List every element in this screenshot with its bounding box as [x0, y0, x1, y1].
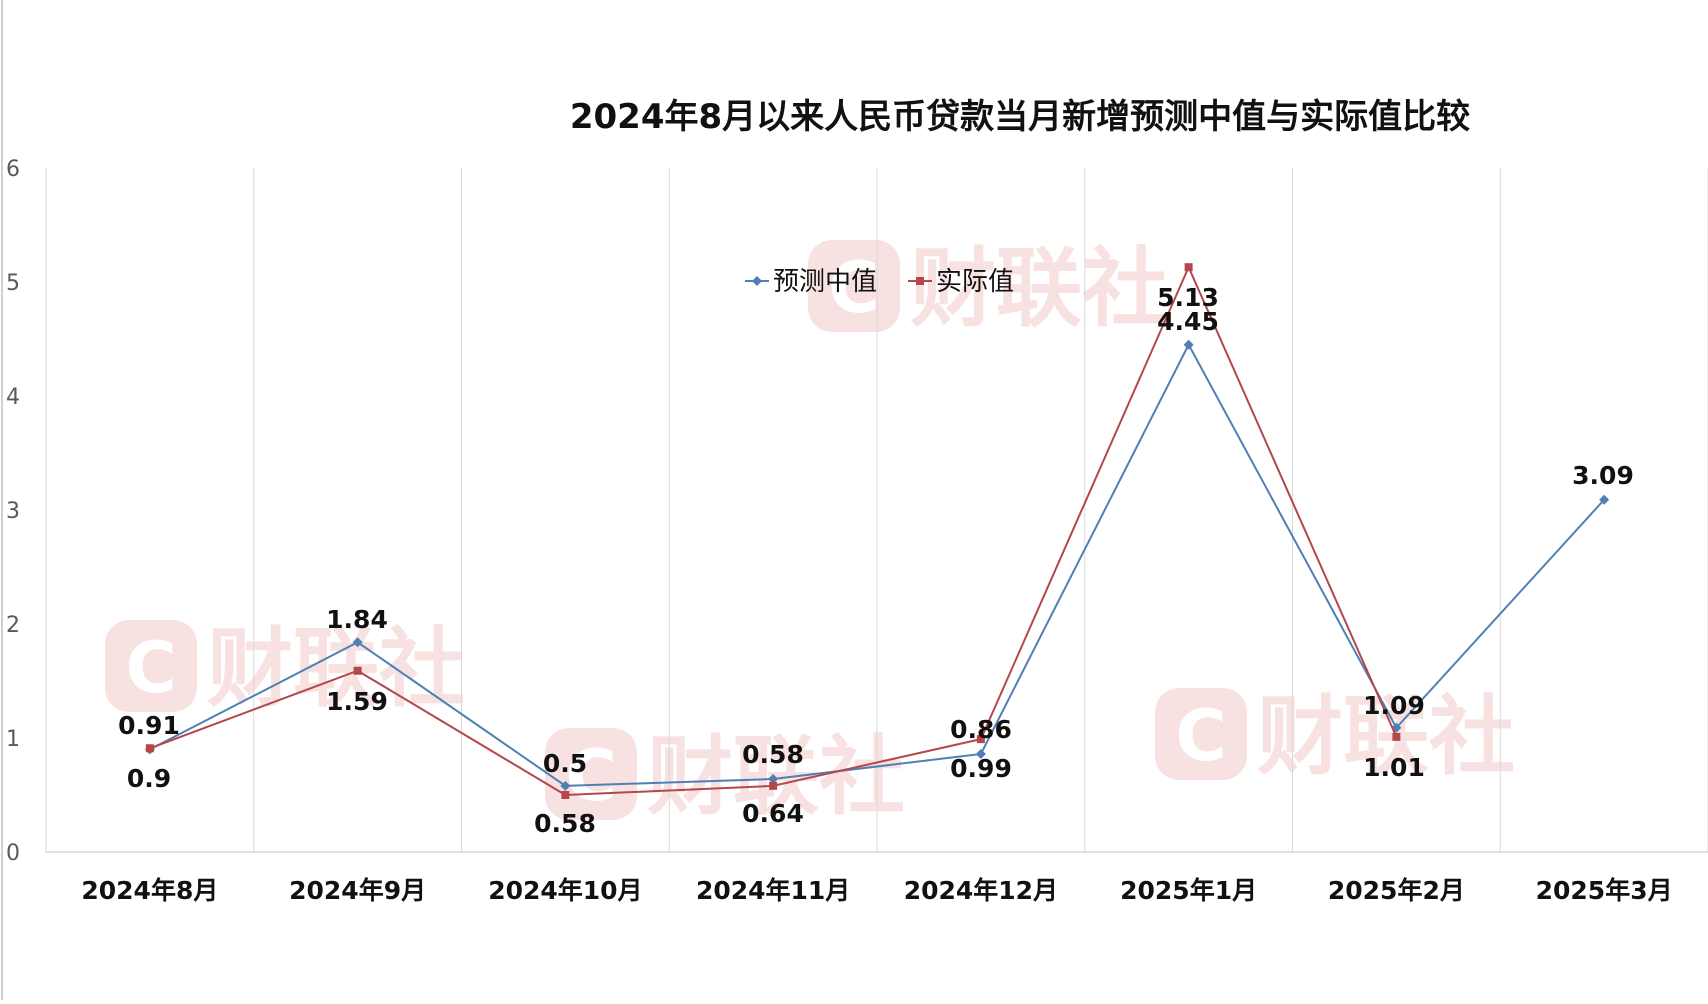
- svg-text:C: C: [828, 247, 879, 329]
- y-tick-label: 0: [6, 841, 20, 866]
- data-label: 5.13: [1157, 283, 1219, 312]
- svg-text:C: C: [125, 627, 176, 709]
- data-point-square: [769, 781, 778, 790]
- y-tick-label: 1: [6, 727, 20, 752]
- data-label: 0.86: [950, 715, 1012, 744]
- data-label: 0.58: [742, 740, 804, 769]
- data-label: 4.45: [1157, 307, 1219, 336]
- watermark-logo: C 财联社: [545, 727, 905, 827]
- data-label: 0.9: [127, 764, 171, 793]
- y-tick-label: 2: [6, 613, 20, 638]
- svg-text:C: C: [1175, 695, 1226, 777]
- x-tick-label: 2024年11月: [696, 876, 850, 905]
- data-label: 1.59: [326, 687, 388, 716]
- data-point-diamond: [352, 637, 363, 648]
- data-point-diamond: [975, 748, 986, 759]
- data-point-square: [1392, 732, 1401, 741]
- data-label: 1.84: [326, 605, 388, 634]
- data-label: 1.09: [1363, 691, 1425, 720]
- series-line: [149, 342, 1605, 787]
- data-point-square: [976, 735, 985, 744]
- x-tick-label: 2024年8月: [81, 876, 218, 905]
- data-label: 0.99: [950, 754, 1012, 783]
- data-label: 1.01: [1363, 753, 1425, 782]
- x-tick-label: 2025年1月: [1120, 876, 1257, 905]
- data-label: 0.5: [543, 749, 587, 778]
- data-point-diamond: [560, 780, 571, 791]
- watermark-text: 财联社: [910, 239, 1168, 339]
- legend-label: 预测中值: [773, 267, 877, 297]
- data-label: 0.58: [534, 809, 596, 838]
- data-point-square: [353, 666, 362, 675]
- chart-title: 2024年8月以来人民币贷款当月新增预测中值与实际值比较: [570, 97, 1470, 137]
- x-tick-label: 2025年2月: [1328, 876, 1465, 905]
- series-layer: [144, 263, 1610, 799]
- data-point-diamond: [768, 774, 779, 785]
- svg-text:C: C: [565, 735, 616, 817]
- x-tick-label: 2024年12月: [904, 876, 1058, 905]
- y-tick-label: 4: [6, 385, 20, 410]
- legend: 预测中值 实际值: [745, 267, 1014, 297]
- data-point-diamond: [1599, 494, 1610, 505]
- watermark-logo: C 财联社: [1155, 687, 1515, 787]
- legend-item: 实际值: [908, 267, 1014, 297]
- data-label: 0.91: [118, 711, 180, 740]
- y-tick-label: 5: [6, 271, 20, 296]
- data-point-diamond: [1183, 339, 1194, 350]
- x-tick-label: 2024年9月: [289, 876, 426, 905]
- watermark-logo: C 财联社: [105, 619, 465, 719]
- legend-marker-square: [916, 277, 924, 285]
- data-point-square: [1184, 263, 1193, 272]
- label-layer: 0.9 1.84 0.58 0.64 0.86 4.45 1.09 3.09 0.91 1.59 0…: [118, 283, 1634, 838]
- legend-label: 实际值: [936, 267, 1014, 297]
- axis-layer: 0 1 2 3 4 5 6 2024年8月 2024年9月 2024年10月 2024年11月 202…: [6, 157, 1673, 905]
- watermark-text: 财联社: [207, 619, 465, 719]
- y-tick-label: 6: [6, 157, 20, 182]
- legend-marker-diamond: [752, 276, 762, 286]
- x-tick-label: 2025年3月: [1536, 876, 1673, 905]
- x-tick-label: 2024年10月: [488, 876, 642, 905]
- data-point-square: [145, 744, 154, 753]
- data-label: 3.09: [1572, 461, 1634, 490]
- watermark-text: 财联社: [1257, 687, 1515, 787]
- y-tick-label: 3: [6, 499, 20, 524]
- data-label: 0.64: [742, 799, 804, 828]
- data-point-square: [561, 791, 570, 799]
- legend-item: 预测中值: [745, 267, 877, 297]
